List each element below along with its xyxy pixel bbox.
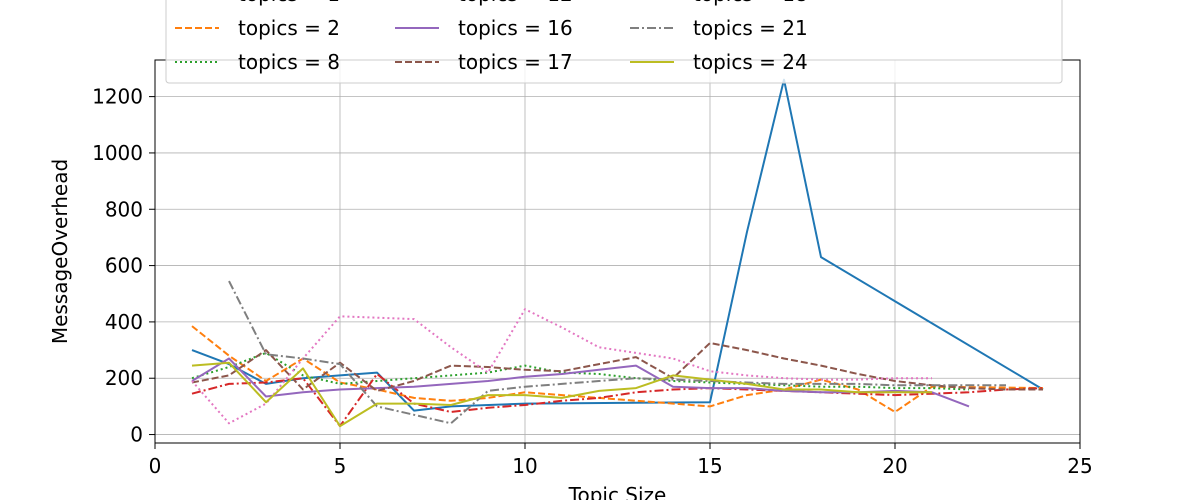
x-axis-label: Topic Size: [568, 483, 667, 500]
y-tick-label: 200: [105, 366, 143, 390]
y-tick-label: 1200: [92, 85, 143, 109]
x-tick-label: 0: [149, 454, 162, 478]
legend-label: topics = 12: [458, 0, 573, 6]
y-tick-label: 800: [105, 197, 143, 221]
legend-label: topics = 21: [693, 16, 808, 40]
legend-label: topics = 18: [693, 0, 808, 6]
legend-label: topics = 8: [238, 50, 340, 74]
y-tick-label: 600: [105, 254, 143, 278]
y-tick-label: 400: [105, 310, 143, 334]
series-lines: [192, 80, 1043, 426]
y-axis-label: MessageOverhead: [48, 159, 72, 344]
legend-label: topics = 24: [693, 50, 808, 74]
x-tick-label: 15: [697, 454, 722, 478]
legend-label: topics = 16: [458, 16, 573, 40]
x-tick-label: 25: [1067, 454, 1092, 478]
x-tick-label: 20: [882, 454, 907, 478]
series-line-4: [192, 374, 1043, 426]
legend-label: topics = 17: [458, 50, 573, 74]
y-tick-label: 1000: [92, 141, 143, 165]
x-tick-label: 10: [512, 454, 537, 478]
legend: topics = 1 topics = 2 topics = 8 topics = 1…: [166, 0, 1062, 83]
legend-label: topics = 2: [238, 16, 340, 40]
y-tick-label: 0: [130, 423, 143, 447]
axis-ticks: 0 5 10 15 20 25 0 200 400 600 800 1000 1200: [92, 85, 1093, 478]
legend-label: topics = 1: [238, 0, 340, 6]
x-tick-label: 5: [334, 454, 347, 478]
